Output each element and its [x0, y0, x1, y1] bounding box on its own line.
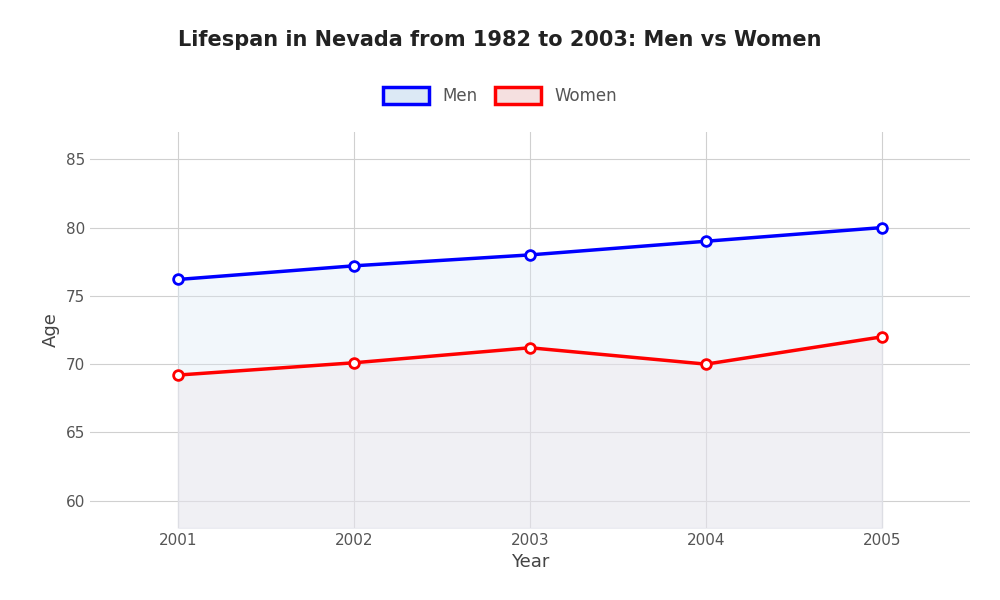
- X-axis label: Year: Year: [511, 553, 549, 571]
- Legend: Men, Women: Men, Women: [376, 80, 624, 112]
- Text: Lifespan in Nevada from 1982 to 2003: Men vs Women: Lifespan in Nevada from 1982 to 2003: Me…: [178, 30, 822, 50]
- Y-axis label: Age: Age: [42, 313, 60, 347]
